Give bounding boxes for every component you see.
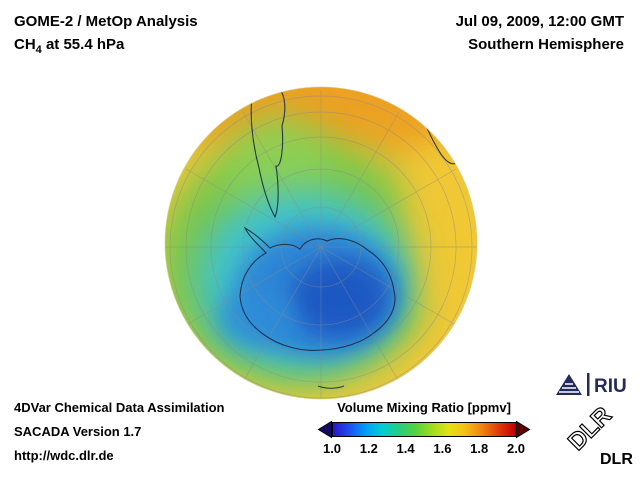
coastline-madagascar bbox=[476, 137, 477, 163]
dlr-mark-icon: DLR bbox=[562, 401, 617, 456]
colorbar-over-arrow bbox=[516, 420, 531, 439]
pressure-level: at 55.4 hPa bbox=[41, 36, 125, 53]
colorbar-tick: 1.2 bbox=[359, 441, 378, 456]
riu-logo-text: RIU bbox=[594, 376, 627, 397]
dlr-logo-text: DLR bbox=[600, 451, 633, 468]
species-level-label: CH4 at 55.4 hPa bbox=[14, 33, 198, 62]
riu-logo: RIU bbox=[556, 373, 627, 397]
product-title: GOME-2 / MetOp Analysis bbox=[14, 13, 198, 30]
globe-limb bbox=[164, 86, 478, 400]
coastline-islands bbox=[317, 385, 345, 389]
colorbar-tick: 2.0 bbox=[506, 441, 526, 456]
dlr-mark-letters: DLR bbox=[563, 402, 617, 456]
colorbar-gradient bbox=[332, 422, 516, 437]
url-label: http://wdc.dlr.de bbox=[14, 448, 114, 463]
species-subscript: 4 bbox=[35, 44, 42, 56]
riu-divider bbox=[587, 373, 590, 396]
species-symbol: CH bbox=[14, 36, 36, 53]
colorbar-tick: 1.0 bbox=[322, 441, 342, 456]
header-right: Jul 09, 2009, 12:00 GMT Southern Hemisph… bbox=[456, 10, 624, 56]
colorbar-tick: 1.6 bbox=[433, 441, 452, 456]
footer-info: 4DVar Chemical Data Assimilation SACADA … bbox=[14, 396, 225, 468]
colorbar-ticks: 1.0 1.2 1.4 1.6 1.8 2.0 bbox=[323, 441, 525, 457]
graticule bbox=[165, 91, 477, 399]
colorbar-under-arrow bbox=[317, 420, 332, 439]
colorbar bbox=[317, 420, 531, 439]
hemisphere-label: Southern Hemisphere bbox=[468, 36, 624, 53]
assimilation-label: 4DVar Chemical Data Assimilation bbox=[14, 400, 225, 415]
colorbar-tick: 1.8 bbox=[470, 441, 489, 456]
datetime-label: Jul 09, 2009, 12:00 GMT bbox=[455, 13, 624, 30]
riu-mountain-stripes bbox=[559, 383, 579, 393]
colorbar-title: Volume Mixing Ratio [ppmv] bbox=[337, 400, 511, 415]
version-label: SACADA Version 1.7 bbox=[14, 424, 142, 439]
dlr-logo: DLR DLR bbox=[562, 401, 633, 468]
coastline-antarctica bbox=[239, 226, 396, 351]
colorbar-tick: 1.4 bbox=[396, 441, 415, 456]
coastline-south-america bbox=[250, 87, 286, 219]
header-left: GOME-2 / MetOp Analysis CH4 at 55.4 hPa bbox=[14, 10, 198, 62]
